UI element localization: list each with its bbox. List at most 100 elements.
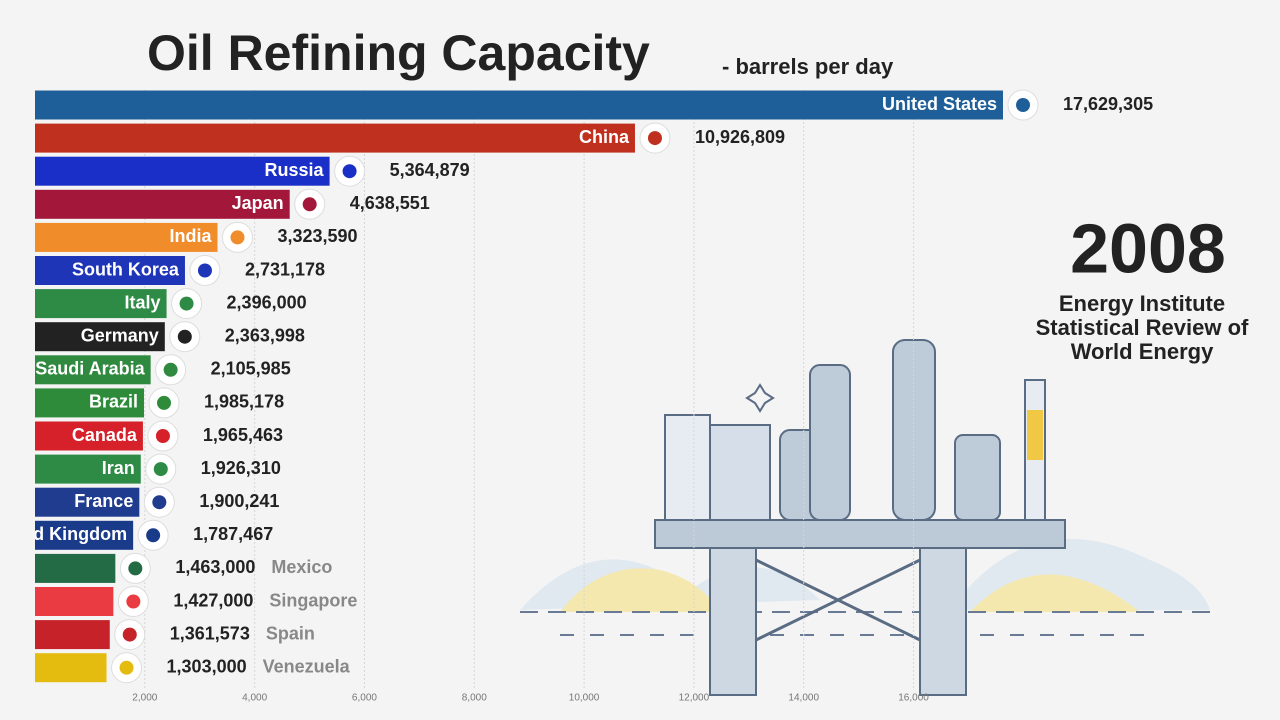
bar-row: 1,900,241 France	[35, 486, 279, 518]
value-label: 1,463,000	[175, 557, 255, 577]
bar	[35, 653, 107, 683]
flag-center	[153, 462, 168, 477]
bar-label: Venezuela	[263, 656, 351, 676]
value-label: 1,427,000	[173, 590, 253, 610]
bar-label: South Korea	[72, 259, 180, 279]
value-label: 2,731,178	[245, 259, 325, 279]
bar-row: 17,629,305 United States	[35, 89, 1153, 121]
flag-center	[122, 627, 137, 642]
flag-center	[155, 429, 170, 443]
bar-row: 2,731,178 South Korea	[35, 255, 325, 286]
bar-row: 1,463,000 Mexico	[35, 552, 332, 584]
value-label: 17,629,305	[1063, 94, 1153, 114]
bar-row: 10,926,809 China	[35, 122, 785, 154]
value-label: 3,323,590	[277, 226, 357, 246]
bar-row: 1,985,178 Brazil	[35, 387, 284, 419]
value-label: 2,105,985	[211, 359, 291, 379]
bar-label: Singapore	[269, 590, 357, 610]
refinery-illustration	[520, 339, 1210, 696]
bar-row: 4,638,551 Japan	[35, 188, 430, 220]
bar	[35, 189, 290, 219]
bar-row: 1,303,000 Venezuela	[35, 652, 351, 684]
bar-label: France	[74, 491, 133, 511]
flag-center	[119, 660, 134, 675]
bar	[35, 222, 218, 252]
value-label: 10,926,809	[695, 127, 785, 147]
bar-row: 3,323,590 India	[35, 221, 358, 253]
bar	[35, 388, 145, 418]
flag-center	[197, 263, 212, 278]
flag-center	[230, 230, 245, 245]
x-tick-label: 16,000	[898, 693, 929, 704]
x-tick-label: 4,000	[242, 693, 267, 704]
bar-label: China	[579, 127, 630, 147]
value-label: 4,638,551	[350, 193, 430, 213]
bar-label: Russia	[265, 160, 325, 180]
flag-center	[163, 362, 178, 377]
bar	[35, 355, 151, 385]
bar-row: 5,364,879 Russia	[35, 155, 470, 187]
flag-center	[128, 561, 143, 576]
bar-row: 1,427,000 Singapore	[35, 586, 357, 617]
x-tick-label: 8,000	[462, 693, 487, 704]
bar	[35, 520, 134, 550]
x-tick-label: 6,000	[352, 693, 377, 704]
flag-center	[177, 329, 192, 344]
chart-subtitle: - barrels per day	[722, 54, 894, 79]
bar-row: 1,361,573 Spain	[35, 619, 315, 651]
bar-label: Italy	[125, 292, 161, 312]
bar-row: 2,105,985 Saudi Arabia	[35, 354, 291, 386]
bar-row: 1,926,310 Iran	[35, 453, 281, 485]
bar	[35, 587, 114, 616]
bar	[35, 454, 141, 484]
bar-label: Mexico	[271, 557, 332, 577]
year-label: 2008	[1070, 209, 1226, 287]
flag-center	[342, 164, 357, 179]
flag-center	[157, 395, 172, 410]
value-label: 1,303,000	[167, 656, 247, 676]
bar-label: Germany	[81, 325, 159, 345]
bar	[35, 90, 1003, 120]
source-line: Energy Institute	[1059, 291, 1225, 316]
bar	[35, 289, 167, 319]
bar-row: 1,965,463 Canada	[35, 420, 283, 452]
x-tick-label: 14,000	[788, 693, 819, 704]
value-label: 1,926,310	[201, 458, 281, 478]
value-label: 1,985,178	[204, 392, 284, 412]
source-line: Statistical Review of	[1036, 315, 1249, 340]
bar-label: Saudi Arabia	[35, 359, 145, 379]
bar	[35, 553, 116, 583]
bars: 17,629,305 United States 10,926,809 China 5,…	[0, 89, 1153, 684]
bar-label: Brazil	[89, 392, 138, 412]
value-label: 2,396,000	[227, 292, 307, 312]
bar-row: 2,363,998 Germany	[35, 321, 305, 353]
bar-label: India	[169, 226, 212, 246]
flag-center	[146, 528, 161, 543]
flag-center	[1016, 98, 1030, 112]
value-label: 1,900,241	[199, 491, 279, 511]
value-label: 1,787,467	[193, 524, 273, 544]
value-label: 1,361,573	[170, 623, 250, 643]
flag-center	[152, 495, 167, 510]
bar	[35, 322, 165, 352]
x-tick-label: 10,000	[569, 693, 600, 704]
bar-label: United Kingdom	[0, 524, 127, 544]
bar-row: 1,787,467 United Kingdom	[0, 519, 273, 551]
bar	[35, 123, 635, 153]
bar	[35, 156, 330, 186]
flag-center	[302, 197, 317, 212]
flag-center	[179, 296, 194, 311]
bar-label: Japan	[232, 193, 284, 213]
x-tick-label: 2,000	[132, 693, 157, 704]
value-label: 2,363,998	[225, 325, 305, 345]
bar-label: Spain	[266, 623, 315, 643]
grid: 2,000 4,000 6,000 8,000 10,000 12,000 14,000 16…	[132, 90, 929, 704]
bar	[35, 620, 110, 650]
bar-label: Canada	[72, 425, 138, 445]
bar	[35, 487, 140, 517]
bar	[35, 421, 143, 451]
chart-title: Oil Refining Capacity	[147, 25, 650, 81]
flag-center	[126, 594, 141, 609]
flag-center	[647, 131, 662, 146]
